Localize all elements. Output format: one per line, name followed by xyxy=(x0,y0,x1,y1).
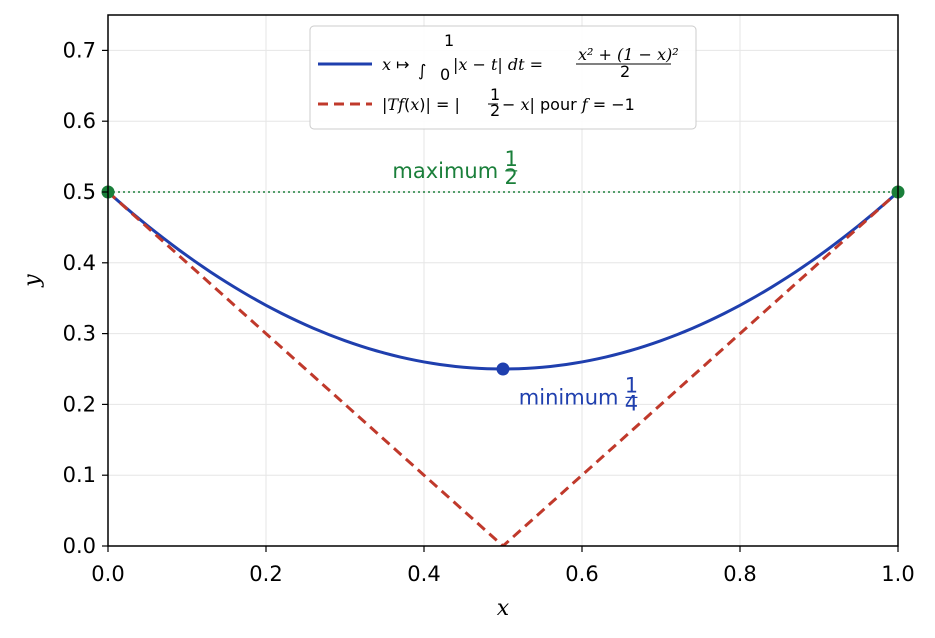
half-numerator: 1 xyxy=(490,85,500,104)
legend-entry-tf: |Tf(x)| = | 1 2 − x| pour f = −1 xyxy=(382,85,635,120)
y-tick-label: 0.7 xyxy=(63,38,96,62)
tf-dashed-series xyxy=(108,190,898,546)
legend-entry-2-rhs: − x| pour f = −1 xyxy=(502,95,635,114)
integral-curve-series xyxy=(108,190,898,371)
y-tick-label: 0.0 xyxy=(63,534,96,558)
maximum-label: maximum xyxy=(392,159,498,183)
maps-to-symbol: ↦ xyxy=(396,55,409,74)
plot-frame xyxy=(107,14,899,547)
minimum-label: minimum xyxy=(519,385,619,409)
legend: x ↦ ∫ 1 0 |x − t| dt = x² + (1 − x)² 2 |… xyxy=(309,25,697,130)
y-tick-label: 0.5 xyxy=(63,180,96,204)
x-axis-label: x xyxy=(497,596,510,621)
minimum-fraction-denominator: 4 xyxy=(625,391,638,415)
half-denominator: 2 xyxy=(490,101,500,120)
integral-sign: ∫ xyxy=(418,61,426,80)
y-tick-label: 0.3 xyxy=(63,322,96,346)
legend-fraction-denominator: 2 xyxy=(620,62,630,81)
integrand: |x − t| dt = xyxy=(453,55,543,74)
maximum-fraction-denominator: 2 xyxy=(505,165,518,189)
x-tick-label: 0.0 xyxy=(91,562,124,586)
y-tick-label: 0.6 xyxy=(63,109,96,133)
legend-box xyxy=(309,25,697,130)
x-tick-label: 0.2 xyxy=(249,562,282,586)
x-tick-label: 0.6 xyxy=(565,562,598,586)
x-tick-label: 1.0 xyxy=(881,562,914,586)
integral-upper-bound: 1 xyxy=(444,31,454,50)
plot-area xyxy=(101,185,905,546)
minimum-annotation: minimum 1 4 xyxy=(519,373,638,415)
legend-fraction-numerator: x² + (1 − x)² xyxy=(578,45,679,64)
minimum-point xyxy=(496,362,510,376)
integral-lower-bound: 0 xyxy=(440,65,450,84)
y-tick-label: 0.2 xyxy=(63,392,96,416)
legend-entry-1-lhs: x xyxy=(382,55,391,74)
y-tick-label: 0.4 xyxy=(63,251,96,275)
legend-entry-2-lhs: |Tf(x)| = | xyxy=(382,95,460,114)
y-tick-label: 0.1 xyxy=(63,463,96,487)
maximum-fraction-numerator: 1 xyxy=(505,147,518,171)
x-tick-label: 0.8 xyxy=(723,562,756,586)
maximum-annotation: maximum 1 2 xyxy=(392,147,517,189)
minimum-fraction-numerator: 1 xyxy=(625,373,638,397)
y-axis-label: y xyxy=(20,274,45,288)
ticks: 0.0 0.2 0.4 0.6 0.8 1.0 0.0 0.1 0.2 0.3 0.4 0.5 0.6 0… xyxy=(63,38,915,586)
legend-entry-integral: x ↦ ∫ 1 0 |x − t| dt = x² + (1 − x)² 2 xyxy=(382,31,679,84)
x-tick-label: 0.4 xyxy=(407,562,440,586)
